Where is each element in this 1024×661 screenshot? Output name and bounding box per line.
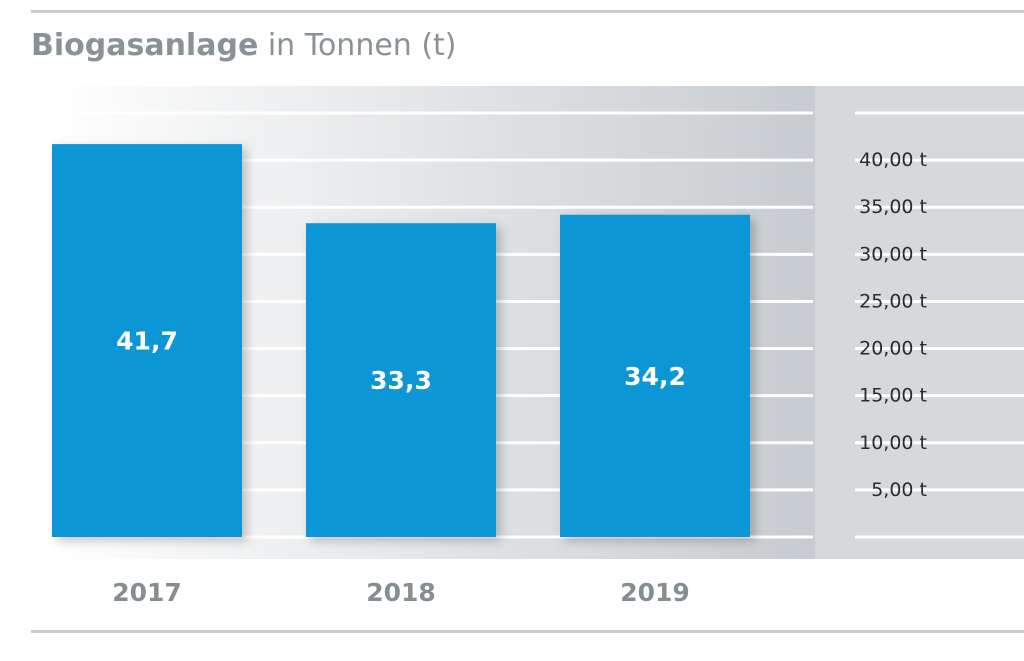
chart-title-rest: in Tonnen (t) (258, 28, 457, 63)
chart-title-bold: Biogasanlage (31, 28, 259, 63)
y-axis-ticks: 5,00 t 10,00 t 15,00 t 20,00 t 25,00 t 30,00 … (859, 149, 927, 501)
y-tick-label: 5,00 t (871, 479, 927, 501)
top-rule (31, 10, 1024, 13)
x-axis-labels: 2017 2018 2019 (112, 578, 690, 607)
x-category-label: 2017 (112, 578, 182, 607)
bar-value-label: 34,2 (624, 362, 686, 391)
bottom-rule (31, 630, 1024, 633)
y-tick-label: 25,00 t (859, 290, 927, 312)
bar (306, 223, 496, 538)
bar (560, 214, 750, 537)
axis-panel (815, 86, 1024, 559)
y-tick-label: 15,00 t (859, 385, 927, 407)
x-category-label: 2019 (620, 578, 690, 607)
y-tick-label: 20,00 t (859, 338, 927, 360)
x-category-label: 2018 (366, 578, 436, 607)
y-tick-label: 40,00 t (859, 149, 927, 171)
y-tick-label: 10,00 t (859, 432, 927, 454)
bars (52, 144, 750, 538)
y-tick-label: 30,00 t (859, 243, 927, 265)
y-tick-label: 35,00 t (859, 196, 927, 218)
bar (52, 144, 242, 538)
chart-title: Biogasanlage in Tonnen (t) (31, 28, 457, 63)
bar-value-label: 33,3 (370, 366, 432, 395)
bar-value-labels: 41,7 33,3 34,2 (116, 327, 686, 396)
bar-value-label: 41,7 (116, 327, 178, 356)
